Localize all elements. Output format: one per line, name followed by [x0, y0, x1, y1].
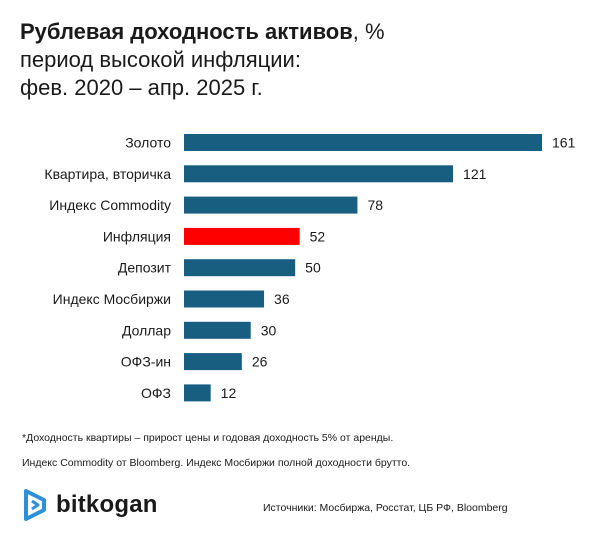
data-label: 161 — [552, 135, 576, 151]
data-label: 78 — [367, 197, 383, 213]
category-label: Доллар — [122, 322, 171, 338]
category-label: Индекс Мосбиржи — [53, 291, 171, 307]
category-label: Квартира, вторичка — [44, 166, 171, 182]
bar — [184, 259, 296, 277]
data-label: 52 — [310, 228, 326, 244]
bar — [184, 196, 358, 214]
chart-title-unit: , % — [352, 19, 385, 44]
category-label: ОФЗ — [141, 385, 171, 401]
chart-subtitle-line1: период высокой инфляции: — [20, 47, 301, 72]
category-label: Золото — [125, 135, 171, 151]
brand-logo: bitkogan — [22, 488, 158, 522]
bar — [184, 134, 542, 151]
data-label: 36 — [274, 291, 290, 307]
data-label: 12 — [221, 385, 237, 401]
bar — [184, 384, 211, 402]
data-label: 50 — [305, 260, 321, 276]
chart-title: Рублевая доходность активов, % — [20, 18, 580, 46]
chart-subtitle-line2: фев. 2020 – апр. 2025 г. — [20, 75, 263, 100]
category-label: Индекс Commodity — [49, 197, 171, 213]
bar-chart: Золото 161 Квартира, вторичка 121 Индекс Com… — [44, 134, 576, 402]
bar — [184, 165, 454, 183]
brand-name: bitkogan — [56, 491, 158, 518]
footnote-apartment: *Доходность квартиры – прирост цены и го… — [22, 432, 394, 444]
data-label: 30 — [261, 322, 277, 338]
bar — [184, 227, 300, 245]
footnote-indices: Индекс Commodity от Bloomberg. Индекс Мо… — [22, 457, 411, 469]
bar — [184, 353, 242, 371]
chart-title-block: Рублевая доходность активов, % период вы… — [20, 18, 580, 102]
bar — [184, 321, 251, 339]
category-label: Депозит — [118, 260, 172, 276]
data-label: 121 — [463, 166, 487, 182]
bar — [184, 290, 265, 308]
bitkogan-logo-icon — [24, 489, 46, 521]
chart-title-bold: Рублевая доходность активов — [20, 19, 353, 44]
category-label: Инфляция — [103, 228, 171, 244]
category-label: ОФЗ-ин — [121, 354, 171, 370]
data-label: 26 — [252, 354, 268, 370]
sources-note: Источники: Мосбиржа, Росстат, ЦБ РФ, Blo… — [263, 502, 508, 514]
